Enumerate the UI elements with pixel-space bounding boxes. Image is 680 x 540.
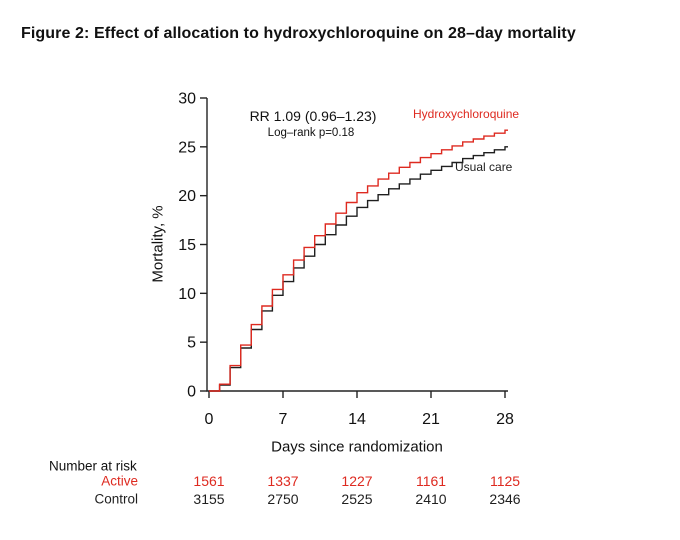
x-tick-label-21: 21 bbox=[422, 411, 440, 428]
x-tick-label-14: 14 bbox=[348, 411, 366, 428]
curve-hydroxychloroquine bbox=[209, 129, 508, 392]
risk-count-active-day7: 1337 bbox=[267, 473, 299, 489]
figure-title: Figure 2: Effect of allocation to hydrox… bbox=[21, 25, 576, 42]
legend-usual-care: Usual care bbox=[455, 160, 513, 174]
risk-count-active-day14: 1227 bbox=[341, 473, 373, 489]
curve-usual-care bbox=[209, 146, 508, 392]
risk-row-label-active: Active bbox=[101, 473, 138, 489]
number-at-risk-heading: Number at risk bbox=[49, 458, 137, 474]
risk-count-active-day21: 1161 bbox=[415, 473, 447, 489]
risk-count-control-day28: 2346 bbox=[489, 491, 521, 507]
y-tick-label-0: 0 bbox=[187, 384, 196, 401]
x-tick-label-28: 28 bbox=[496, 411, 514, 428]
y-axis-title: Mortality, % bbox=[149, 205, 167, 283]
risk-count-active-day0: 1561 bbox=[193, 473, 225, 489]
y-tick-label-15: 15 bbox=[178, 237, 196, 254]
risk-count-control-day7: 2750 bbox=[267, 491, 299, 507]
logrank-annotation: Log–rank p=0.18 bbox=[267, 127, 355, 139]
risk-count-control-day14: 2525 bbox=[341, 491, 373, 507]
y-tick-label-20: 20 bbox=[178, 188, 196, 205]
risk-count-active-day28: 1125 bbox=[489, 473, 521, 489]
legend-hydroxychloroquine: Hydroxychloroquine bbox=[413, 107, 520, 121]
y-tick-label-5: 5 bbox=[187, 335, 196, 352]
x-tick-label-7: 7 bbox=[279, 411, 288, 428]
risk-count-control-day21: 2410 bbox=[415, 491, 447, 507]
y-tick-label-25: 25 bbox=[178, 139, 196, 156]
x-tick-label-0: 0 bbox=[205, 411, 214, 428]
risk-count-control-day0: 3155 bbox=[193, 491, 225, 507]
risk-row-label-control: Control bbox=[94, 491, 138, 507]
x-axis-title: Days since randomization bbox=[271, 438, 443, 456]
y-tick-label-30: 30 bbox=[178, 91, 196, 108]
y-tick-label-10: 10 bbox=[178, 286, 196, 303]
rate-ratio-annotation: RR 1.09 (0.96–1.23) bbox=[249, 108, 377, 124]
